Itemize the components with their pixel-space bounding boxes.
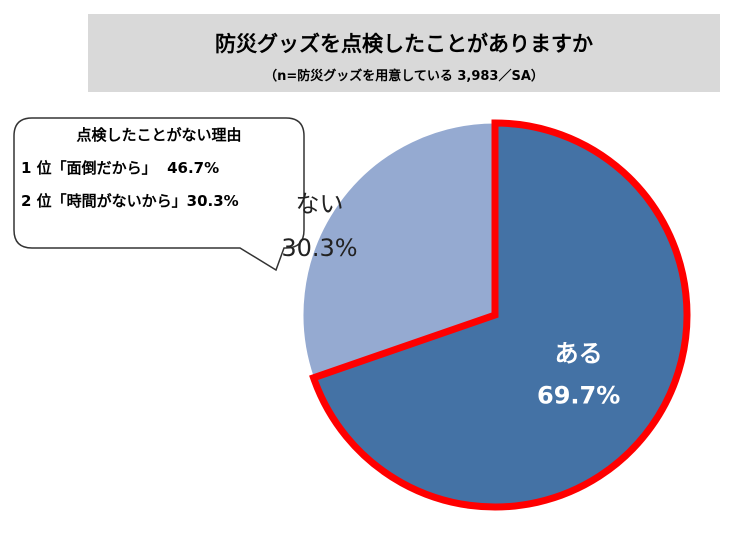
- chart-title: 防災グッズを点検したことがありますか: [215, 32, 593, 56]
- slice-label: ない: [295, 190, 343, 218]
- slice-value-label: 69.7%: [537, 382, 620, 410]
- slice-value-label: 30.3%: [281, 234, 357, 262]
- callout-item-1: 1 位「面倒だから」 46.7%: [21, 159, 220, 177]
- callout-bubble: [13, 117, 305, 272]
- callout-heading: 点検したことがない理由: [76, 126, 242, 144]
- reason-callout: 点検したことがない理由 1 位「面倒だから」 46.7% 2 位「時間がないから…: [14, 118, 304, 223]
- callout-item-2: 2 位「時間がないから」30.3%: [21, 192, 239, 210]
- chart-subtitle: （n=防災グッズを用意している 3,983／SA）: [264, 69, 544, 84]
- slice-label: ある: [555, 340, 603, 368]
- pie-slice-aru: [309, 119, 691, 511]
- title-banner: 防災グッズを点検したことがありますか （n=防災グッズを用意している 3,983…: [88, 14, 720, 92]
- pie-slice-nai: [302, 122, 496, 379]
